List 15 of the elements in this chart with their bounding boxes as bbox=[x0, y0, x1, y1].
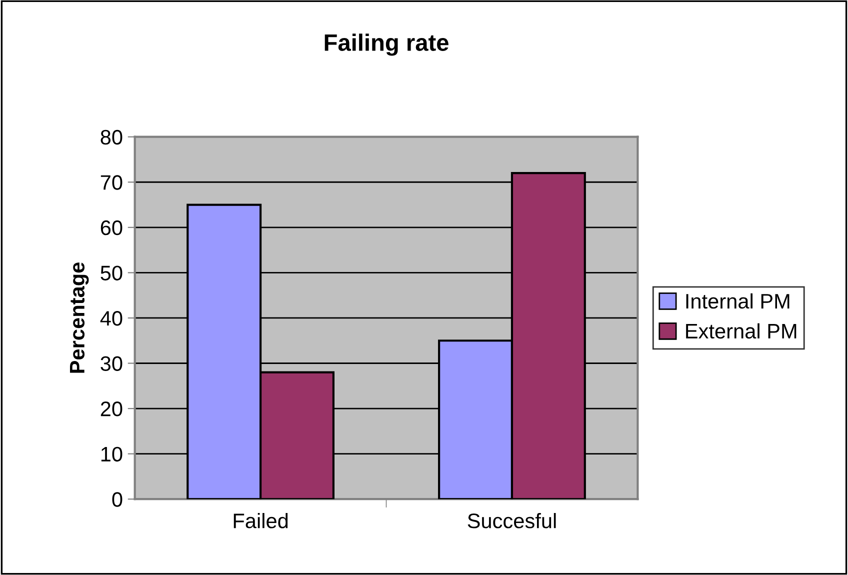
y-tick-label: 0 bbox=[112, 492, 122, 507]
y-tick-label: 50 bbox=[100, 266, 122, 280]
chart-title: Failing rate bbox=[324, 34, 448, 56]
y-tick-label: 80 bbox=[100, 130, 122, 145]
legend-label: Internal PM bbox=[686, 293, 790, 309]
y-tick-label: 70 bbox=[100, 175, 122, 190]
legend-label: External PM bbox=[686, 323, 796, 339]
y-tick-label: 40 bbox=[100, 310, 122, 326]
y-tick-label: 10 bbox=[101, 446, 122, 462]
y-tick-label: 60 bbox=[100, 220, 122, 236]
x-tick-label: Succesful bbox=[468, 512, 556, 528]
y-axis-title: Percentage bbox=[70, 262, 89, 373]
x-tick-label: Failed bbox=[234, 512, 288, 528]
y-tick-label: 30 bbox=[100, 356, 122, 372]
y-tick-label: 20 bbox=[100, 402, 122, 416]
